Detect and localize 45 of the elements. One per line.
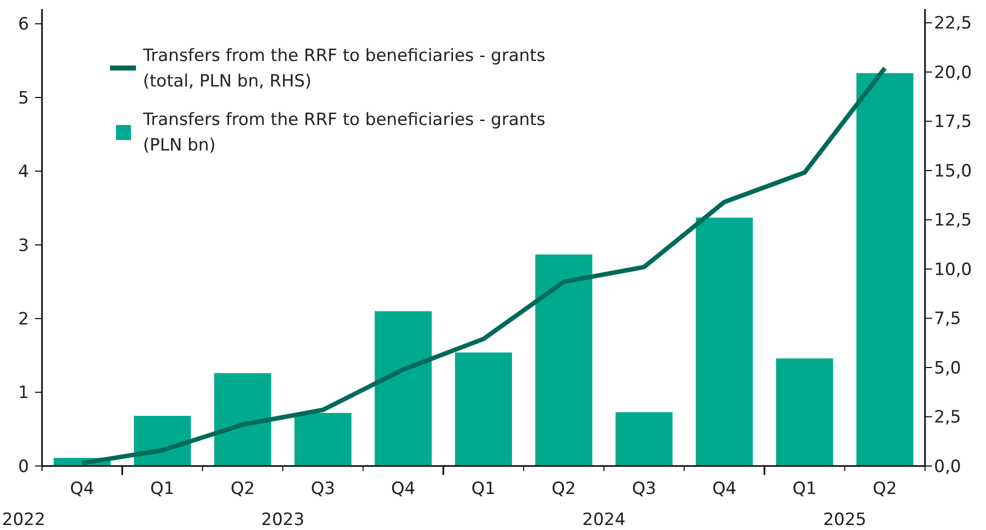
x-tick-label: Q3: [632, 479, 656, 499]
x-tick-label: Q2: [552, 479, 576, 499]
y-tick-label: 4: [18, 162, 29, 182]
bar: [696, 218, 753, 466]
x-tick-label: Q1: [792, 479, 817, 499]
legend-label: Transfers from the RRF to beneficiaries - grants (total, PLN bn, RHS): [142, 46, 546, 92]
y-tick-label: 6: [18, 14, 29, 35]
text: 2024: [582, 510, 626, 530]
y-tick-label: 0: [18, 456, 29, 477]
bar: [294, 412, 352, 466]
text: 2022: [2, 510, 46, 530]
bar: [455, 352, 512, 466]
bar: [856, 73, 914, 466]
y-tick-label: 1: [18, 383, 29, 404]
text: 2025: [823, 510, 866, 530]
y2-tick-label: 20,0: [934, 62, 972, 83]
x-tick-label: Q1: [471, 479, 496, 499]
bar: [776, 358, 834, 466]
x-tick-label: Q4: [391, 479, 416, 499]
bar: [535, 254, 592, 466]
x-tick-label: Q4: [712, 479, 736, 499]
bar: [134, 416, 191, 466]
y-tick-label: 5: [18, 88, 29, 108]
y2-tick-label: 15,0: [934, 161, 972, 182]
y-tick-label: 2: [18, 310, 29, 330]
bar: [374, 311, 432, 466]
y2-tick-label: 12,5: [934, 210, 972, 231]
bar: [214, 373, 272, 466]
y2-tick-label: 7,5: [934, 309, 962, 330]
y2-tick-label: 17,5: [934, 112, 972, 132]
bar: [616, 412, 673, 466]
y2-tick-label: 0,0: [934, 456, 962, 477]
legend-label: Transfers from the RRF to beneficiaries - grants (PLN bn): [142, 110, 546, 156]
y2-tick-label: 10,0: [934, 260, 972, 280]
y2-tick-label: 2,5: [934, 408, 962, 428]
x-tick-label: Q3: [310, 479, 336, 499]
line-series: [80, 66, 888, 466]
x-tick-label: Q2: [872, 479, 897, 499]
x-tick-label: Q2: [230, 479, 255, 499]
y-tick-label: 3: [18, 236, 29, 256]
x-tick-label: Q4: [70, 479, 94, 499]
text: 2023: [261, 510, 304, 530]
x-tick-label: Q1: [150, 479, 175, 499]
y2-tick-label: 22,5: [934, 14, 972, 34]
y2-tick-label: 5,0: [934, 358, 962, 378]
